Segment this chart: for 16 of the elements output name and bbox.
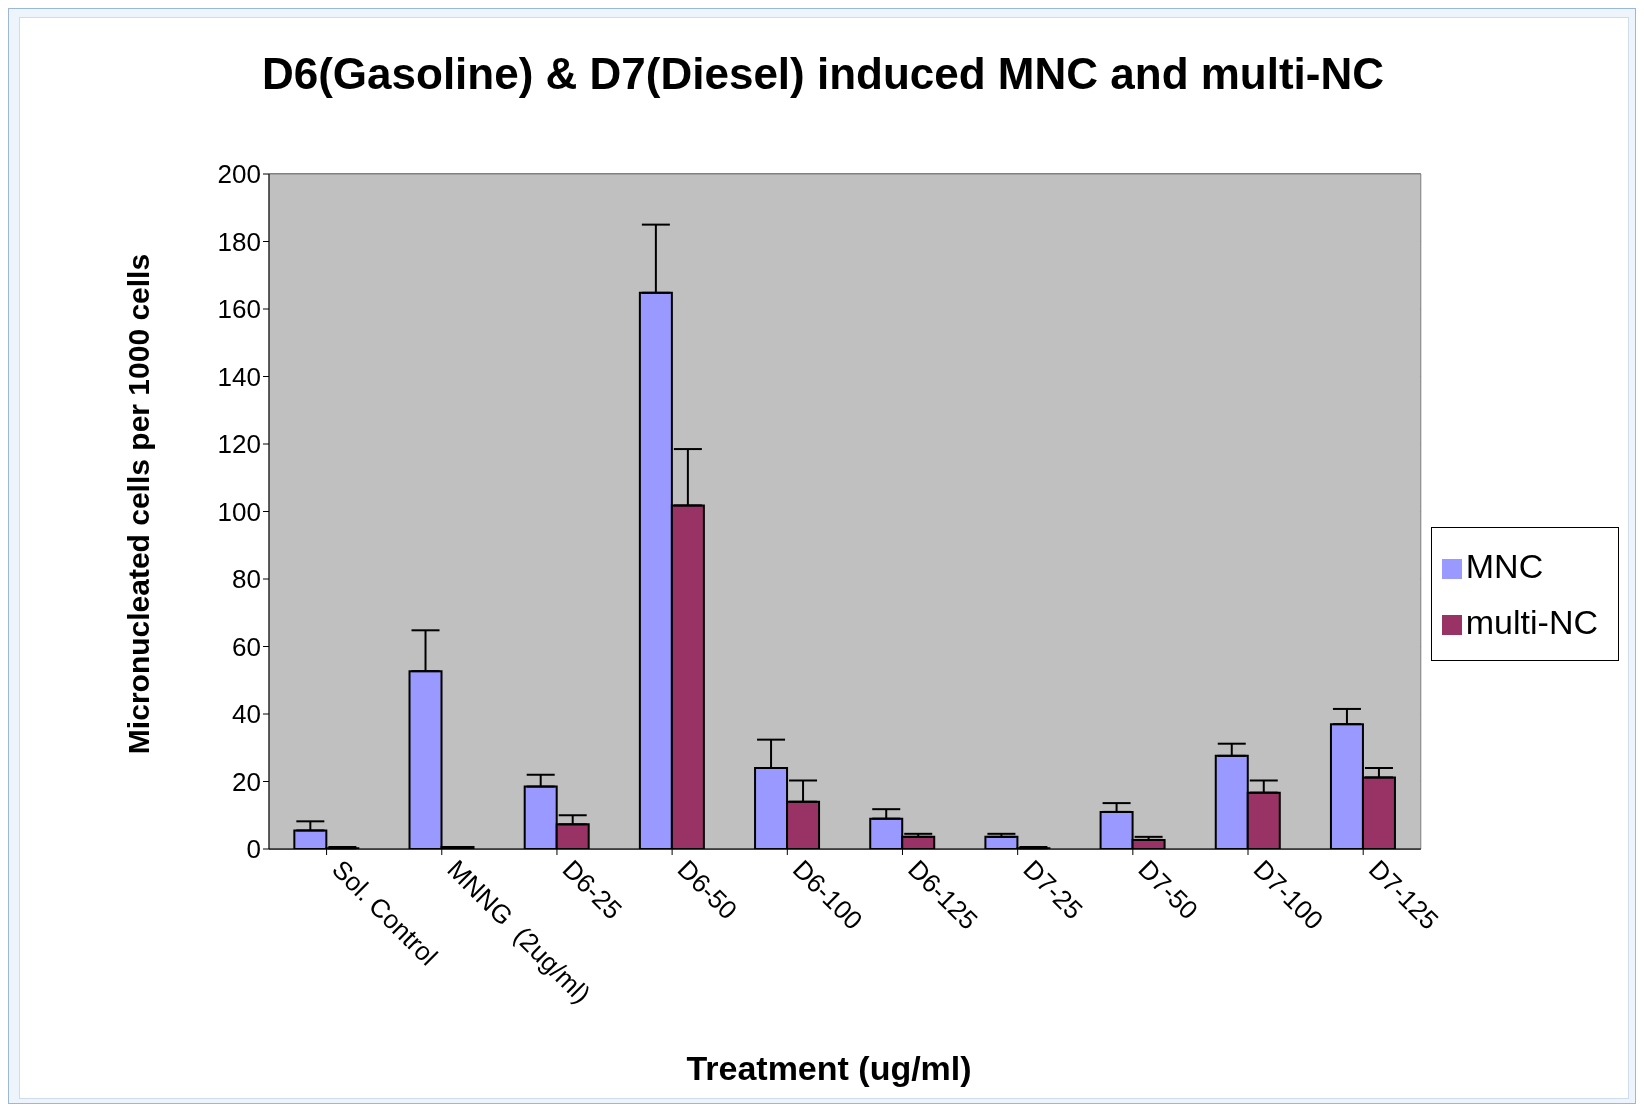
y-tick-label: 180 <box>217 226 261 257</box>
y-tick-label: 100 <box>217 496 261 527</box>
x-axis-title: Treatment (ug/ml) <box>685 1049 973 1088</box>
y-tick-label: 20 <box>232 766 261 797</box>
y-tick-label: 120 <box>217 429 261 460</box>
y-tick-label: 140 <box>217 361 261 392</box>
y-axis-title: Micronucleated cells per 1000 cells <box>122 253 156 755</box>
y-tick-label: 60 <box>232 631 261 662</box>
y-tick-label: 80 <box>232 564 261 595</box>
legend-label: multi-NC <box>1465 603 1598 641</box>
y-tick-label: 40 <box>232 699 261 730</box>
y-tick-label: 0 <box>246 834 261 865</box>
legend-label: MNC <box>1465 547 1544 585</box>
chart-title: D6(Gasoline) & D7(Diesel) induced MNC and multi-NC <box>260 49 1386 99</box>
y-tick-label: 160 <box>217 294 261 325</box>
y-tick-label: 200 <box>217 159 261 190</box>
